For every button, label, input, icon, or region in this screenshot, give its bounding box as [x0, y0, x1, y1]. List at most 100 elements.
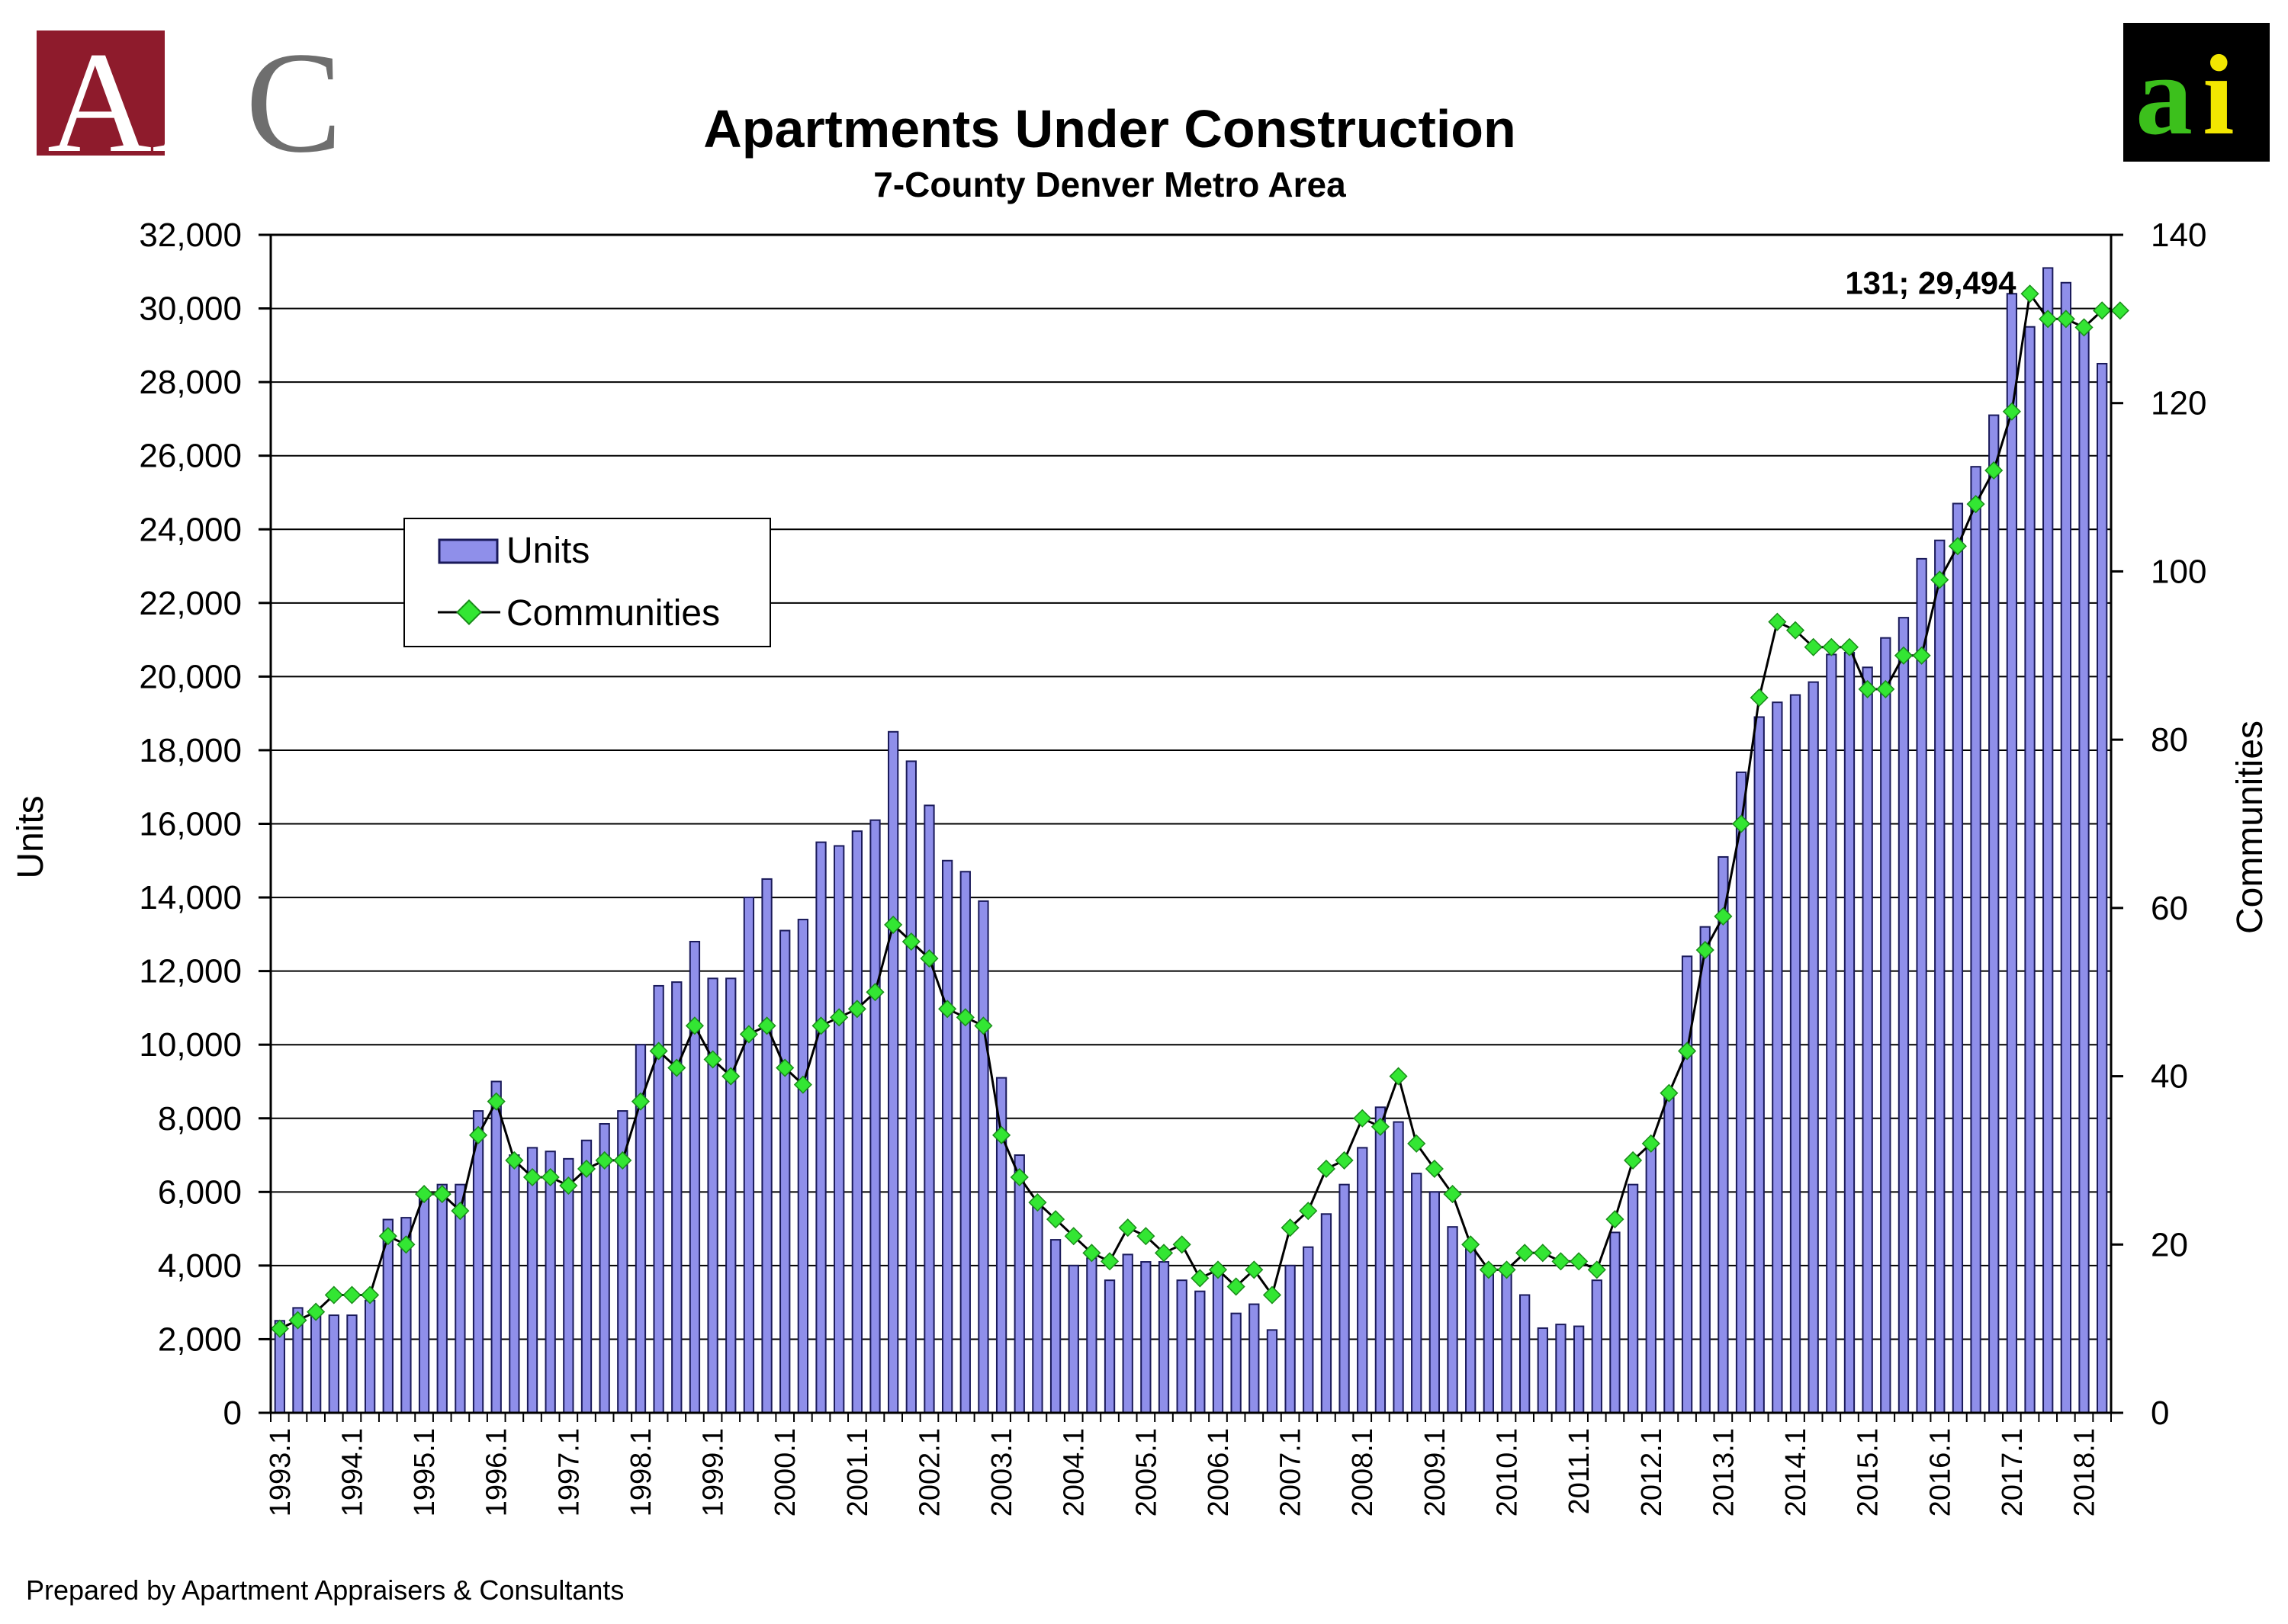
communities-marker [2093, 301, 2112, 320]
communities-marker [1136, 1227, 1155, 1246]
units-bar [1934, 539, 1946, 1414]
communities-marker [776, 1058, 795, 1077]
x-tick-label: 2003.1 [986, 1428, 1018, 1516]
units-bar [869, 819, 881, 1414]
communities-marker [415, 1185, 434, 1204]
units-bar [1699, 926, 1711, 1414]
units-bar [851, 830, 863, 1414]
communities-marker [2074, 318, 2094, 337]
communities-marker [1064, 1227, 1083, 1246]
units-bar [436, 1183, 448, 1414]
units-bar [1068, 1264, 1079, 1414]
communities-marker [1407, 1134, 1426, 1153]
legend-units-swatch [438, 538, 499, 564]
communities-marker [1389, 1067, 1408, 1086]
units-bar [1284, 1264, 1296, 1414]
communities-marker [1785, 621, 1805, 640]
units-bar [1555, 1324, 1567, 1414]
communities-marker [811, 1016, 831, 1035]
communities-marker [361, 1285, 380, 1305]
units-bar [1862, 666, 1873, 1414]
peak-annotation: 131; 29,494 [1845, 265, 2016, 300]
units-bar [2024, 326, 2036, 1414]
units-bar [924, 804, 935, 1414]
communities-marker [793, 1075, 812, 1094]
y2-tick-label: 120 [2151, 385, 2206, 422]
communities-marker [559, 1176, 578, 1196]
units-bar [689, 941, 701, 1414]
ai-logo-block [2123, 23, 2270, 162]
communities-marker [541, 1167, 560, 1187]
communities-marker [1010, 1167, 1029, 1187]
y-axis-label: Units [11, 795, 51, 878]
communities-markers [270, 284, 2129, 1338]
units-bar [563, 1157, 574, 1414]
y-tick-label: 18,000 [139, 732, 242, 769]
x-tick-label: 2017.1 [1997, 1428, 2029, 1516]
units-bar [941, 859, 953, 1414]
communities-marker [1858, 679, 1877, 698]
units-bar [978, 900, 989, 1414]
communities-marker [1118, 1218, 1137, 1237]
units-bar [1230, 1312, 1242, 1414]
communities-marker [307, 1302, 326, 1321]
y2-tick-label: 80 [2151, 721, 2188, 759]
units-bar [509, 1154, 520, 1414]
communities-marker [1226, 1277, 1245, 1296]
communities-marker [1570, 1252, 1589, 1271]
communities-marker [938, 1000, 957, 1019]
units-bar [1266, 1329, 1278, 1414]
gridlines [271, 234, 2111, 1414]
communities-marker [1533, 1244, 1552, 1263]
units-bar [1122, 1253, 1133, 1414]
units-bar [834, 845, 845, 1414]
communities-marker [1245, 1260, 1264, 1279]
x-tick-label: 1997.1 [553, 1428, 585, 1516]
units-bar [707, 977, 718, 1414]
units-bar [1988, 414, 2000, 1414]
units-bar [815, 841, 827, 1414]
units-bar [779, 929, 791, 1414]
legend-communities-marker [456, 599, 482, 625]
x-tick-label: 2007.1 [1275, 1428, 1307, 1516]
units-bar [1483, 1268, 1494, 1414]
x-tick-label: 2013.1 [1708, 1428, 1740, 1516]
y2-tick-label: 20 [2151, 1226, 2188, 1263]
communities-marker [1046, 1210, 1065, 1229]
communities-marker [1695, 940, 1714, 960]
units-bar [472, 1110, 484, 1414]
units-bar [1880, 637, 1891, 1414]
communities-marker [1172, 1235, 1191, 1254]
communities-marker [1930, 570, 1949, 589]
communities-marker [1335, 1151, 1354, 1170]
communities-marker [1912, 646, 1931, 665]
communities-marker [830, 1008, 849, 1027]
x-tick-label: 2015.1 [1853, 1428, 1885, 1516]
x-tick-label: 2011.1 [1563, 1428, 1595, 1514]
x-tick-label: 1995.1 [409, 1428, 441, 1516]
units-bar [526, 1147, 538, 1414]
y-tick-label: 2,000 [158, 1321, 242, 1358]
x-tick-label: 2012.1 [1636, 1428, 1668, 1516]
units-bar [1753, 716, 1765, 1414]
y-tick-label: 16,000 [139, 806, 242, 843]
y-tick-label: 32,000 [139, 217, 242, 254]
units-bar [1049, 1239, 1062, 1414]
aac-logo-block [37, 30, 165, 156]
communities-marker [1028, 1193, 1047, 1212]
communities-marker [595, 1151, 614, 1170]
communities-marker [1587, 1260, 1606, 1279]
communities-marker [866, 983, 885, 1002]
y2-tick-label: 100 [2151, 553, 2206, 590]
x-tick-label: 2005.1 [1130, 1428, 1162, 1516]
units-bar [2006, 293, 2018, 1414]
communities-marker [1443, 1185, 1462, 1204]
communities-marker [613, 1151, 632, 1170]
communities-marker [1840, 637, 1859, 656]
y2-tick-label: 0 [2151, 1395, 2169, 1432]
communities-marker [1154, 1244, 1174, 1263]
units-bar [328, 1314, 339, 1414]
communities-marker [2002, 402, 2021, 421]
units-bar [1447, 1226, 1458, 1414]
footer-credit: Prepared by Apartment Appraisers & Consu… [26, 1574, 624, 1606]
